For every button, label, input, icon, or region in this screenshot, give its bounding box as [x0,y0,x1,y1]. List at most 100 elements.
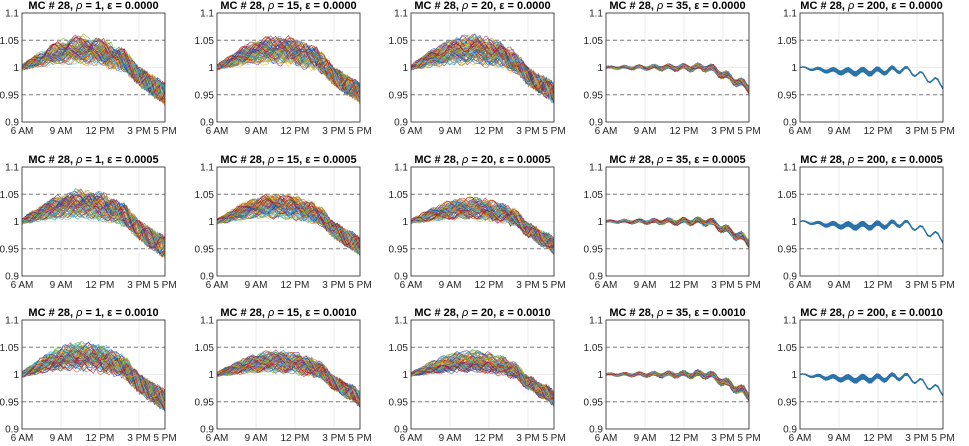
y-tick-label: 1.1 [394,316,408,327]
x-tick-label: 6 AM [595,433,618,444]
mc-trajectory-line [411,200,554,247]
subplot-title: MC # 28, ρ = 15, ε = 0.0000 [220,0,356,12]
x-tick-label: 5 PM [153,433,176,444]
mc-trajectory-line [217,208,360,245]
mc-trajectory-line [606,63,749,94]
mc-trajectory-line [217,360,360,399]
x-tick-label: 5 PM [737,433,760,444]
x-tick-label: 6 AM [11,280,34,291]
x-tick-label: 5 PM [348,280,371,291]
subplot-title: MC # 28, ρ = 15, ε = 0.0005 [220,154,356,166]
x-tick-label: 3 PM [322,433,345,444]
x-tick-label: 12 PM [863,280,892,291]
mc-trajectory-line [22,190,165,256]
mc-trajectory-line [217,194,360,245]
y-tick-label: 0.95 [195,90,215,101]
mc-trajectory-line [217,44,360,96]
y-tick-label: 1.05 [195,36,215,47]
trajectories [800,219,943,244]
x-tick-label: 5 PM [153,126,176,137]
y-tick-label: 0.95 [389,397,409,408]
mc-trajectory-line [411,363,554,398]
axes-frame [21,166,166,277]
y-tick-label: 1.1 [783,9,797,20]
y-tick-label: 0.95 [195,244,215,255]
mc-trajectory-line [217,354,360,400]
subplot-title: MC # 28, ρ = 200, ε = 0.0005 [800,154,942,166]
mc-trajectory-line [22,352,165,402]
axes-frame [799,166,944,277]
x-tick-label: 3 PM [127,280,150,291]
y-tick-label: 0.95 [584,397,604,408]
x-tick-label: 5 PM [542,280,565,291]
y-tick-label: 1 [208,370,214,381]
subplot: 0.9 0.95 1 1.05 1.1 6 AM 9 AM 12 PM 3 PM 5 PM MC #… [584,307,761,444]
x-tick-label: 9 AM [439,433,462,444]
y-tick-label: 0.9 [589,272,603,283]
y-tick-label: 1.1 [394,163,408,174]
axes-frame [216,319,361,430]
mc-trajectory-line [22,360,165,411]
mc-trajectory-line [606,216,749,243]
y-tick-label: 1.05 [778,343,798,354]
x-tick-label: 6 AM [206,280,229,291]
axes-frame [799,12,944,123]
x-tick-label: 9 AM [439,280,462,291]
x-tick-label: 12 PM [474,280,503,291]
mc-trajectory-line [411,41,554,104]
mc-trajectory-line [411,207,554,249]
axes-frame [410,12,555,123]
x-tick-label: 9 AM [828,433,851,444]
y-tick-label: 1 [208,217,214,228]
y-tick-label: 1.1 [589,316,603,327]
y-tick-label: 1 [597,370,603,381]
x-tick-label: 3 PM [711,280,734,291]
y-tick-label: 0.9 [200,118,214,129]
x-tick-label: 9 AM [828,126,851,137]
mc-trajectory-line [22,52,165,96]
mc-trajectory-line [22,40,165,103]
subplot: 0.9 0.95 1 1.05 1.1 6 AM 9 AM 12 PM 3 PM 5 PM MC #… [389,154,566,291]
y-tick-label: 1 [791,63,797,74]
y-tick-label: 1.05 [584,190,604,201]
mc-trajectory-line [411,39,554,95]
x-tick-label: 5 PM [348,126,371,137]
mc-trajectory-line [411,47,554,104]
x-tick-label: 3 PM [905,433,928,444]
x-tick-label: 5 PM [542,433,565,444]
y-tick-label: 0.9 [783,272,797,283]
trajectories [22,340,165,412]
mc-trajectory-line [217,196,360,251]
x-tick-label: 9 AM [439,126,462,137]
y-tick-label: 1.1 [589,9,603,20]
y-tick-label: 0.95 [0,90,19,101]
y-tick-label: 0.95 [195,397,215,408]
mc-trajectory-line [22,192,165,249]
x-tick-label: 12 PM [669,126,698,137]
axes-frame [410,319,555,430]
mc-trajectory-line [606,371,749,401]
mc-trajectory-line [411,209,554,248]
trajectories [22,187,165,260]
x-tick-label: 3 PM [516,126,539,137]
x-tick-label: 9 AM [245,433,268,444]
x-tick-label: 3 PM [127,433,150,444]
y-tick-label: 0.9 [783,425,797,436]
x-tick-label: 5 PM [737,126,760,137]
y-tick-label: 1.1 [783,316,797,327]
x-tick-label: 6 AM [789,433,812,444]
x-tick-label: 6 AM [206,433,229,444]
subplot-title: MC # 28, ρ = 20, ε = 0.0010 [414,307,550,319]
mc-trajectory-line [22,52,165,98]
x-tick-label: 12 PM [85,126,114,137]
y-tick-label: 1.05 [584,36,604,47]
y-tick-label: 1 [402,63,408,74]
trajectories [217,349,360,408]
mc-trajectory-line [606,63,749,89]
mc-trajectory-line [411,350,554,403]
mc-trajectory-line [411,196,554,255]
x-tick-label: 9 AM [245,280,268,291]
y-tick-label: 0.9 [394,425,408,436]
subplot-title: MC # 28, ρ = 35, ε = 0.0005 [609,154,745,166]
x-tick-label: 12 PM [669,280,698,291]
